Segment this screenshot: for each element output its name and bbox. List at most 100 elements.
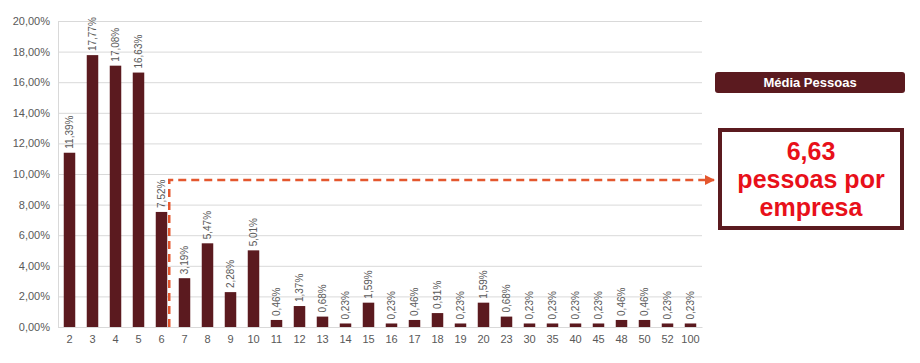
- x-tick-label: 6: [158, 333, 164, 345]
- data-label: 0,46%: [616, 287, 627, 315]
- x-tick-label: 2: [66, 333, 72, 345]
- data-label: 16,63%: [133, 35, 144, 69]
- bar: [616, 320, 628, 327]
- x-tick: 18: [431, 327, 443, 345]
- bar: [110, 66, 122, 327]
- bar: [685, 323, 697, 327]
- data-label: 0,23%: [593, 291, 604, 319]
- data-label: 1,59%: [478, 270, 489, 298]
- x-tick-label: 16: [385, 333, 397, 345]
- data-label: 0,68%: [317, 284, 328, 312]
- x-tick-label: 9: [227, 333, 233, 345]
- data-label: 0,23%: [570, 291, 581, 319]
- x-tick-label: 30: [523, 333, 535, 345]
- x-tick: 19: [454, 327, 466, 345]
- bar: [501, 317, 513, 327]
- bar: [271, 320, 283, 327]
- data-label: 0,23%: [685, 291, 696, 319]
- x-tick-label: 10: [247, 333, 259, 345]
- x-tick: 11: [271, 327, 282, 345]
- y-tick: 4,00%: [19, 260, 702, 272]
- y-tick-label: 2,00%: [19, 290, 50, 302]
- grid-line: [58, 174, 702, 175]
- y-tick-label: 8,00%: [19, 199, 50, 211]
- x-tick-label: 7: [181, 333, 187, 345]
- bar: [455, 323, 467, 327]
- data-label: 3,19%: [179, 246, 190, 274]
- x-tick-label: 5: [135, 333, 141, 345]
- annotation-text: pessoas por: [737, 165, 885, 193]
- x-tick: 13: [316, 327, 328, 345]
- data-label: 5,01%: [248, 218, 259, 246]
- bar: [317, 317, 329, 327]
- x-tick: 20: [477, 327, 489, 345]
- x-tick-label: 40: [569, 333, 581, 345]
- y-tick: 8,00%: [19, 199, 702, 211]
- grid-line: [58, 296, 702, 297]
- data-label: 2,28%: [225, 260, 236, 288]
- x-tick: 23: [500, 327, 512, 345]
- x-tick: 50: [638, 327, 650, 345]
- annotation-box: [720, 130, 902, 228]
- data-label: 0,68%: [501, 284, 512, 312]
- y-tick-label: 14,00%: [13, 107, 51, 119]
- annotation-title: Média Pessoas: [763, 75, 856, 90]
- bar: [64, 153, 76, 327]
- annotation: Média Pessoas6,63pessoas porempresa: [169, 72, 905, 327]
- data-labels: 11,39%17,77%17,08%16,63%7,52%3,19%5,47%2…: [64, 17, 696, 319]
- data-label: 1,37%: [294, 274, 305, 302]
- grid-line: [58, 235, 702, 236]
- x-tick-label: 12: [293, 333, 305, 345]
- data-label: 11,39%: [64, 115, 75, 148]
- x-tick-label: 3: [89, 333, 95, 345]
- x-tick: 48: [615, 327, 627, 345]
- x-tick-label: 23: [500, 333, 512, 345]
- grid-line: [58, 82, 702, 83]
- x-tick: 14: [339, 327, 351, 345]
- y-tick: 20,00%: [13, 15, 702, 27]
- x-tick-label: 19: [454, 333, 466, 345]
- bar: [248, 250, 260, 327]
- y-tick-label: 6,00%: [19, 229, 50, 241]
- grid-line: [58, 205, 702, 206]
- x-tick: 52: [661, 327, 673, 345]
- grid-line: [58, 327, 702, 328]
- bar: [340, 323, 352, 327]
- data-label: 0,46%: [271, 287, 282, 315]
- bar: [363, 303, 375, 327]
- y-tick-label: 18,00%: [13, 46, 51, 58]
- x-tick: 15: [362, 327, 374, 345]
- x-tick-label: 50: [638, 333, 650, 345]
- x-tick-label: 20: [477, 333, 489, 345]
- grid-line: [58, 266, 702, 267]
- x-tick-label: 4: [112, 333, 118, 345]
- data-label: 17,08%: [110, 28, 121, 62]
- y-tick-label: 4,00%: [19, 260, 50, 272]
- y-tick-label: 10,00%: [13, 168, 51, 180]
- x-axis-line: [59, 327, 703, 328]
- bars: [64, 55, 697, 327]
- bar: [478, 303, 490, 327]
- data-label: 0,46%: [409, 287, 420, 315]
- bar: [133, 73, 145, 327]
- bar: [547, 323, 559, 327]
- y-tick-label: 0,00%: [19, 321, 50, 333]
- grid-line: [58, 143, 702, 144]
- x-tick-label: 17: [408, 333, 420, 345]
- x-tick-label: 35: [546, 333, 558, 345]
- data-label: 7,52%: [156, 179, 167, 207]
- chart: 0,00%2,00%4,00%6,00%8,00%10,00%12,00%14,…: [0, 0, 920, 363]
- data-label: 5,47%: [202, 211, 213, 239]
- x-tick-label: 11: [271, 333, 282, 345]
- x-tick: 8: [204, 327, 210, 345]
- bar: [87, 55, 99, 327]
- bar: [662, 323, 674, 327]
- x-tick-label: 18: [431, 333, 443, 345]
- x-tick-label: 45: [592, 333, 604, 345]
- grid-line: [58, 113, 702, 114]
- x-tick: 4: [112, 327, 118, 345]
- bar: [432, 313, 444, 327]
- x-tick: 3: [89, 327, 95, 345]
- x-tick: 12: [293, 327, 305, 345]
- annotation-header: [715, 72, 905, 93]
